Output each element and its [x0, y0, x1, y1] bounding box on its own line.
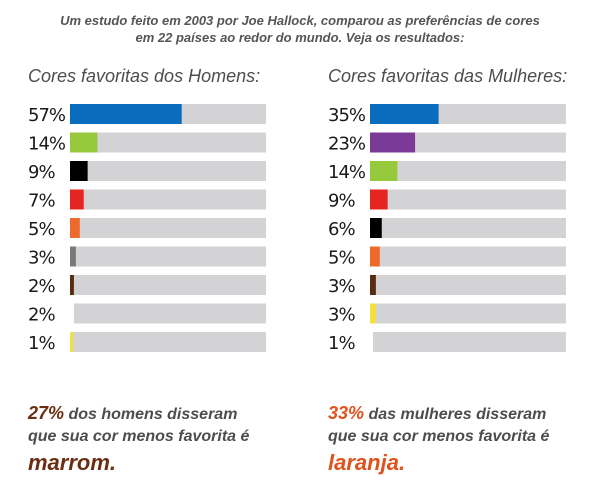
intro-text: Um estudo feito em 2003 por Joe Hallock,… [0, 12, 600, 46]
women-bar-white [370, 332, 373, 352]
men-bar-track-orange [70, 218, 266, 238]
women-bar-yellow [370, 303, 376, 324]
intro-line-2: em 22 países ao redor do mundo. Veja os … [135, 30, 465, 45]
men-bar-label-gray: 3% [28, 248, 55, 269]
men-bar-label-white: 2% [28, 305, 55, 326]
men-bar-white [70, 303, 74, 324]
men-bar-label-red: 7% [28, 191, 55, 212]
women-bar-blue [370, 104, 439, 124]
women-bar-chart: 35% 23% 14% 9% 6% 5% 3% 3% 1% [328, 104, 566, 354]
women-bar-label-orange: 5% [328, 248, 355, 269]
women-bar-track-white [370, 332, 566, 352]
women-bar-purple [370, 132, 416, 153]
women-bar-label-brown: 3% [328, 276, 355, 297]
men-bar-label-orange: 5% [28, 219, 55, 240]
intro-line-1: Um estudo feito em 2003 por Joe Hallock,… [60, 13, 540, 28]
women-bar-orange [370, 246, 380, 267]
women-footer-line-1: das mulheres disseram [364, 406, 547, 423]
men-bar-label-green: 14% [28, 134, 66, 155]
women-bar-track-yellow [370, 303, 566, 324]
women-bar-label-blue: 35% [328, 105, 366, 126]
men-bar-label-blue: 57% [28, 105, 66, 126]
women-chart-panel: Cores favoritas das Mulheres: 35% 23% 14% 9… [328, 66, 598, 354]
men-least-favorite-pct: 27% [28, 403, 65, 423]
women-bar-track-green [370, 161, 566, 181]
women-bar-red [370, 189, 388, 210]
women-footer-period: . [398, 450, 406, 475]
men-bar-track-green [70, 132, 266, 153]
women-bar-black [370, 218, 382, 238]
men-bar-brown [70, 275, 74, 295]
women-bar-brown [370, 275, 376, 295]
women-bar-track-purple [370, 132, 566, 153]
women-bar-green [370, 161, 398, 181]
men-bar-red [70, 189, 84, 210]
women-footer: 33% das mulheres disseram que sua cor me… [328, 402, 598, 478]
men-bar-label-yellow: 1% [28, 333, 55, 354]
men-footer-period: . [109, 450, 117, 475]
women-bar-label-yellow: 3% [328, 305, 355, 326]
men-bar-black [70, 161, 88, 181]
men-least-favorite-color: marrom [28, 450, 110, 475]
men-chart-panel: Cores favoritas dos Homens: 57% 14% 9% 7% 5%… [28, 66, 298, 354]
women-footer-line-2: que sua cor menos favorita é [328, 428, 550, 445]
men-bar-track-yellow [70, 332, 266, 352]
men-footer-line-2: que sua cor menos favorita é [28, 428, 250, 445]
men-footer: 27% dos homens disseram que sua cor meno… [28, 402, 298, 478]
men-footer-line-1: dos homens disseram [64, 406, 238, 423]
women-bar-label-red: 9% [328, 191, 355, 212]
men-bar-track-gray [70, 246, 266, 267]
women-least-favorite-color: laranja [328, 450, 399, 475]
women-bar-track-red [370, 189, 566, 210]
men-bar-chart: 57% 14% 9% 7% 5% 3% 2% 2% 1% [28, 104, 266, 354]
men-bar-blue [70, 104, 182, 124]
men-bar-gray [70, 246, 76, 267]
women-bar-track-black [370, 218, 566, 238]
men-bar-track-white [70, 303, 266, 324]
women-bar-label-purple: 23% [328, 134, 366, 155]
men-bar-yellow [70, 332, 73, 352]
men-bar-green [70, 132, 98, 153]
women-bar-track-orange [370, 246, 566, 267]
men-bar-track-brown [70, 275, 266, 295]
women-chart-title: Cores favoritas das Mulheres: [328, 66, 568, 86]
women-least-favorite-pct: 33% [328, 403, 365, 423]
men-chart-title: Cores favoritas dos Homens: [28, 66, 261, 86]
women-bar-track-brown [370, 275, 566, 295]
men-bar-label-black: 9% [28, 162, 55, 183]
women-bar-label-black: 6% [328, 219, 355, 240]
women-bar-label-green: 14% [328, 162, 366, 183]
men-bar-track-red [70, 189, 266, 210]
men-bar-label-brown: 2% [28, 276, 55, 297]
men-bar-track-black [70, 161, 266, 181]
men-bar-orange [70, 218, 80, 238]
women-bar-label-white: 1% [328, 333, 355, 354]
